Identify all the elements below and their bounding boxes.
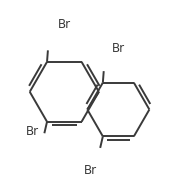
Text: Br: Br <box>84 164 96 177</box>
Text: Br: Br <box>112 43 125 55</box>
Text: Br: Br <box>26 125 39 138</box>
Text: Br: Br <box>58 18 71 31</box>
